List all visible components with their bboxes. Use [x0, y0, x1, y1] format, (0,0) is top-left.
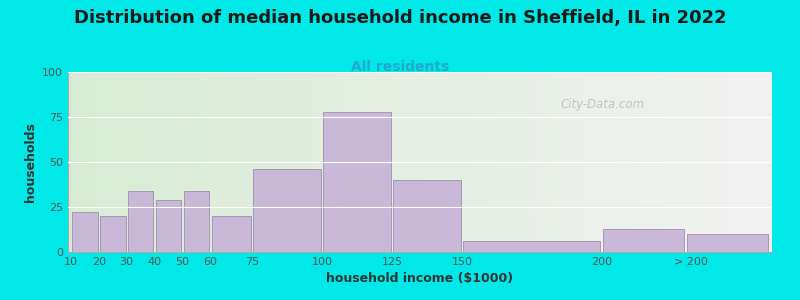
Bar	[686, 234, 768, 252]
Bar	[184, 191, 210, 252]
Bar	[602, 229, 684, 252]
Text: All residents: All residents	[351, 60, 449, 74]
X-axis label: household income ($1000): household income ($1000)	[326, 272, 514, 285]
Bar	[128, 191, 154, 252]
Bar	[100, 216, 126, 252]
Y-axis label: households: households	[23, 122, 37, 202]
Bar	[156, 200, 182, 252]
Bar	[254, 169, 321, 252]
Text: City-Data.com: City-Data.com	[561, 98, 645, 111]
Text: Distribution of median household income in Sheffield, IL in 2022: Distribution of median household income …	[74, 9, 726, 27]
Bar	[393, 180, 461, 252]
Bar	[463, 241, 601, 252]
Bar	[211, 216, 251, 252]
Bar	[72, 212, 98, 252]
Bar	[323, 112, 391, 252]
